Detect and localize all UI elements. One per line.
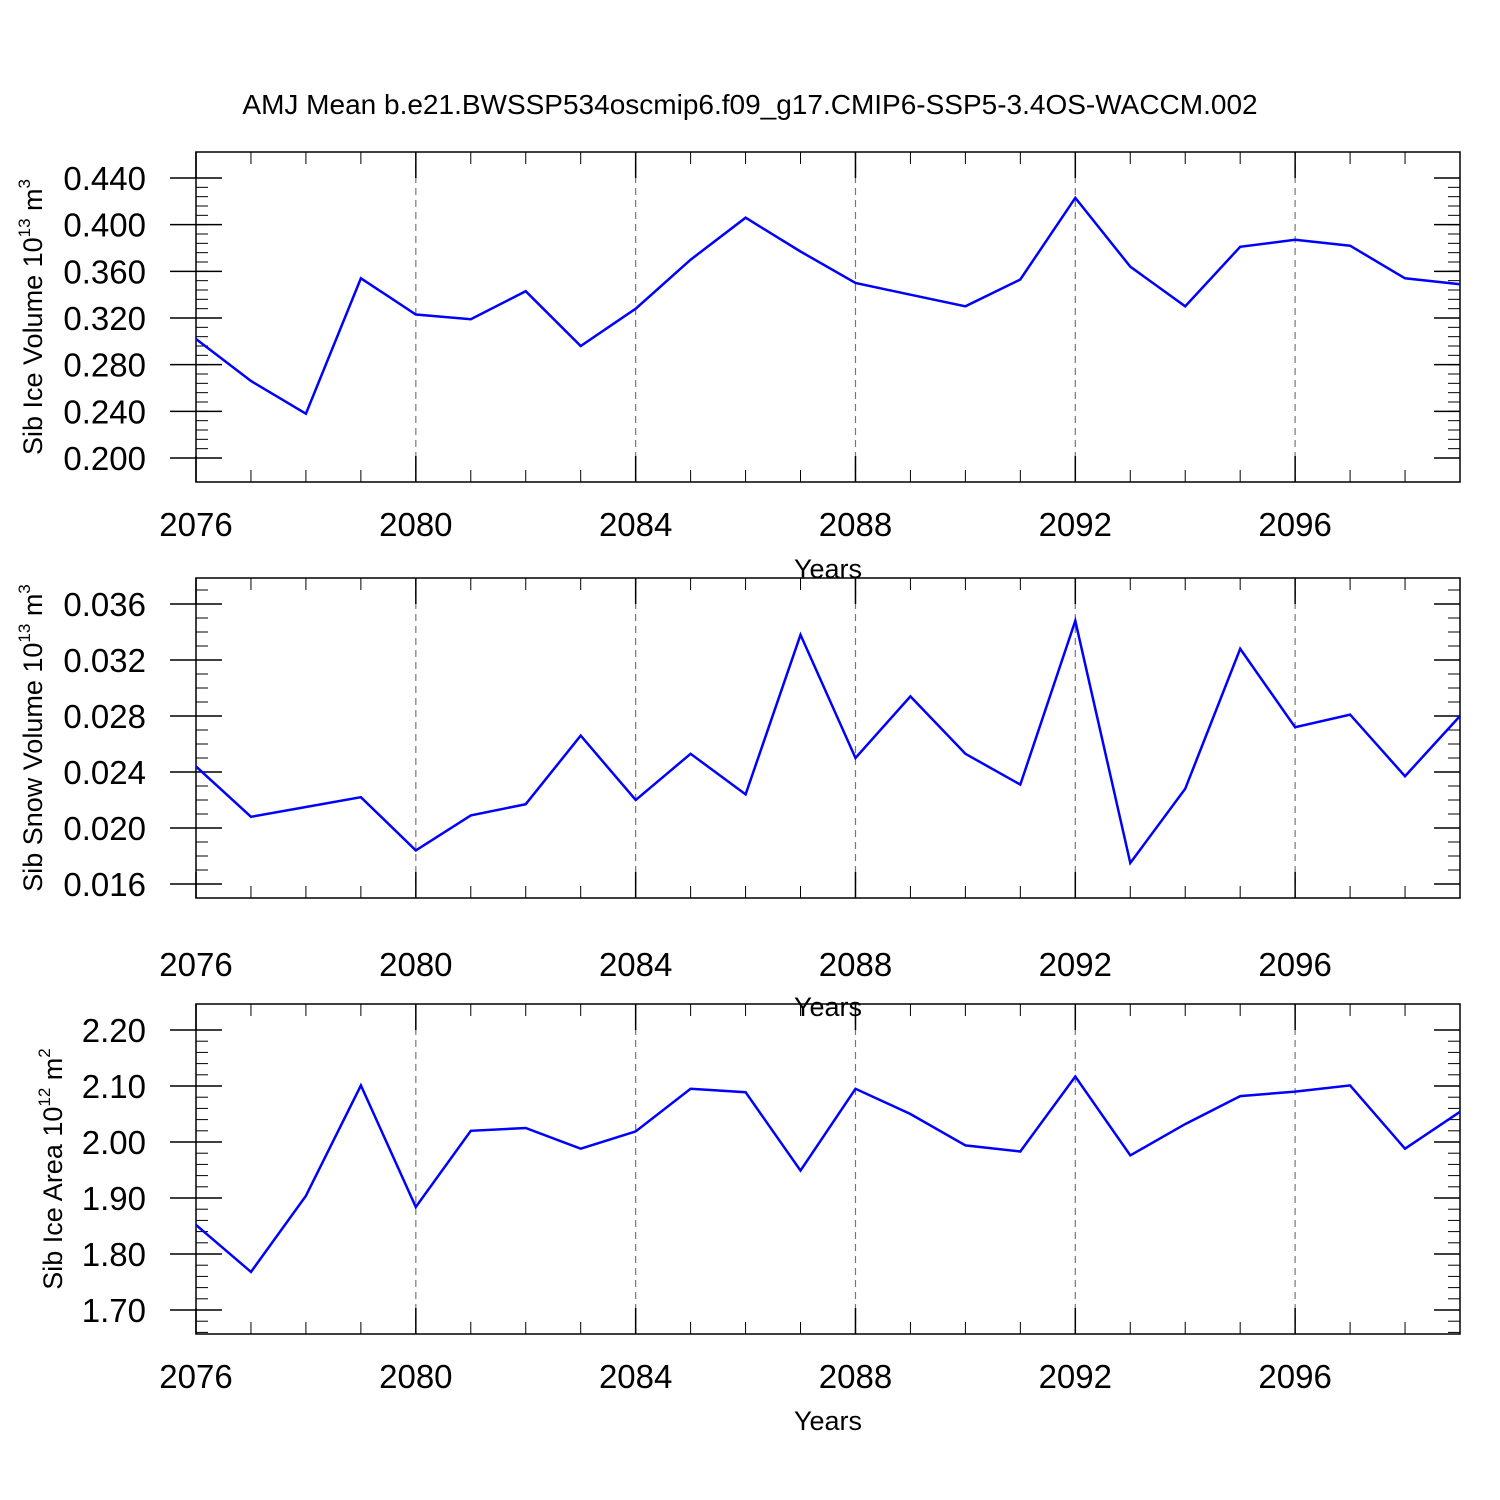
x-tick-label: 2096 [1258,506,1331,543]
x-tick-label: 2080 [379,506,452,543]
y-axis-label: Sib Ice Volume 1013 m3 [15,179,48,455]
y-tick-label: 0.280 [63,347,146,384]
y-tick-label: 1.90 [82,1180,146,1217]
y-tick-label: 0.400 [63,207,146,244]
x-tick-label: 2080 [379,946,452,983]
x-tick-label: 2088 [819,506,892,543]
plot-frame [195,577,1461,899]
x-tick-label: 2084 [599,1358,672,1395]
y-tick-label: 0.240 [63,393,146,430]
y-tick-label: 1.80 [82,1236,146,1273]
y-tick-label: 0.036 [63,586,146,623]
x-tick-label: 2080 [379,1358,452,1395]
x-tick-label: 2084 [599,506,672,543]
y-tick-label: 2.10 [82,1068,146,1105]
x-axis-label: Years [794,1406,862,1436]
series-line [195,616,1461,866]
x-axis-label: Years [794,992,862,1022]
x-tick-label: 2092 [1039,946,1112,983]
y-tick-label: 0.320 [63,300,146,337]
x-tick-label: 2092 [1039,1358,1112,1395]
y-tick-label: 0.200 [63,440,146,477]
panel-1: 0.200 0.240 0.280 0.320 0.360 0.400 0.440 2076 2… [15,151,1461,584]
x-tick-label: 2076 [159,1358,232,1395]
series-line [195,195,1461,416]
x-tick-label: 2084 [599,946,672,983]
y-tick-label: 0.028 [63,698,146,735]
y-tick-label: 0.020 [63,810,146,847]
panel-3: 1.70 1.80 1.90 2.00 2.10 2.20 2076 2080 2084 2088… [35,1003,1461,1436]
y-tick-label: 0.360 [63,253,146,290]
y-tick-label: 0.016 [63,866,146,903]
plot-frame [195,151,1461,483]
y-tick-label: 0.440 [63,160,146,197]
x-tick-label: 2088 [819,946,892,983]
x-tick-label: 2076 [159,946,232,983]
plot-frame [195,1003,1461,1335]
x-axis-label: Years [794,554,862,584]
chart-title: AMJ Mean b.e21.BWSSP534oscmip6.f09_g17.C… [242,89,1257,120]
x-tick-label: 2092 [1039,506,1112,543]
y-axis-label: Sib Snow Volume 1013 m3 [15,584,48,892]
y-axis-label: Sib Ice Area 1012 m2 [35,1048,68,1290]
series-line [195,1074,1461,1274]
y-tick-label: 0.024 [63,754,146,791]
y-tick-label: 2.00 [82,1124,146,1161]
panel-2: 0.016 0.020 0.024 0.028 0.032 0.036 2076 2080 20… [15,577,1461,1022]
y-tick-label: 1.70 [82,1292,146,1329]
x-tick-label: 2096 [1258,946,1331,983]
y-tick-label: 2.20 [82,1012,146,1049]
x-tick-label: 2096 [1258,1358,1331,1395]
x-tick-label: 2076 [159,506,232,543]
y-tick-label: 0.032 [63,642,146,679]
x-tick-label: 2088 [819,1358,892,1395]
